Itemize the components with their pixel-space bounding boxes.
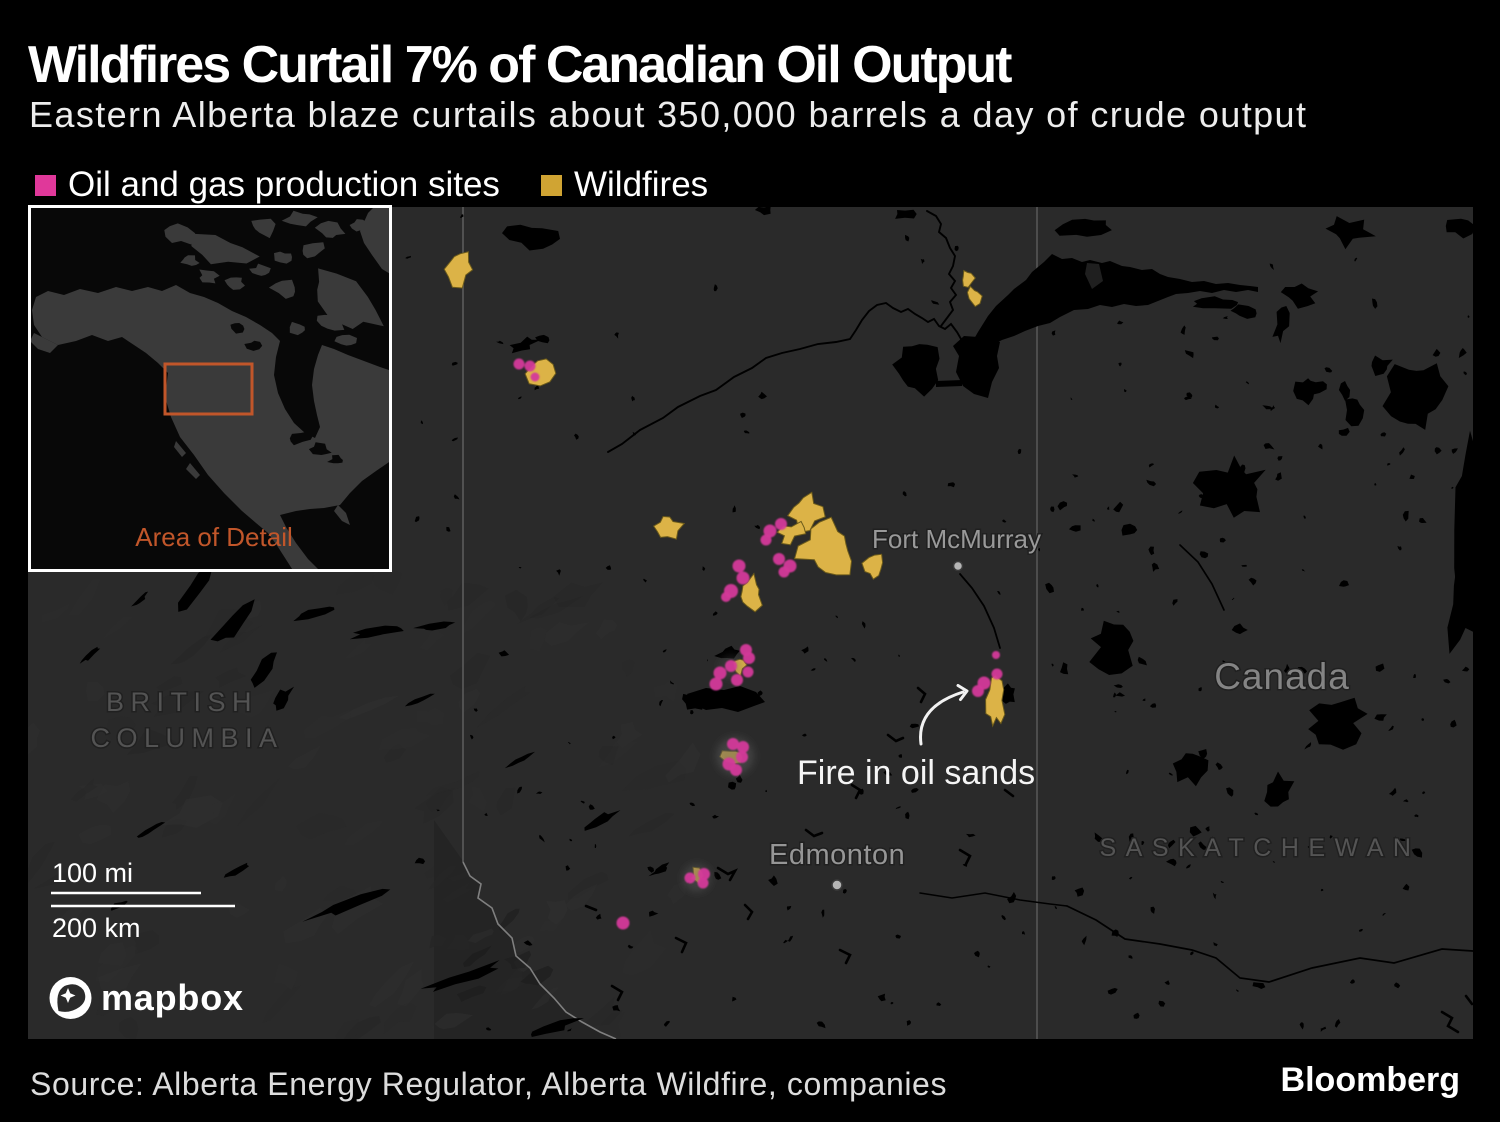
svg-text:200 km: 200 km [52, 913, 141, 943]
svg-text:COLUMBIA: COLUMBIA [90, 723, 283, 753]
svg-text:Canada: Canada [1214, 656, 1350, 697]
svg-text:Fire in oil sands: Fire in oil sands [797, 754, 1035, 792]
svg-text:SASKATCHEWAN: SASKATCHEWAN [1100, 834, 1421, 862]
svg-text:Area of Detail: Area of Detail [135, 522, 293, 552]
svg-text:mapbox: mapbox [101, 977, 244, 1018]
svg-text:100 mi: 100 mi [52, 858, 133, 888]
svg-text:BRITISH: BRITISH [106, 687, 258, 717]
svg-text:Fort McMurray: Fort McMurray [872, 524, 1041, 554]
svg-text:Edmonton: Edmonton [769, 839, 905, 871]
